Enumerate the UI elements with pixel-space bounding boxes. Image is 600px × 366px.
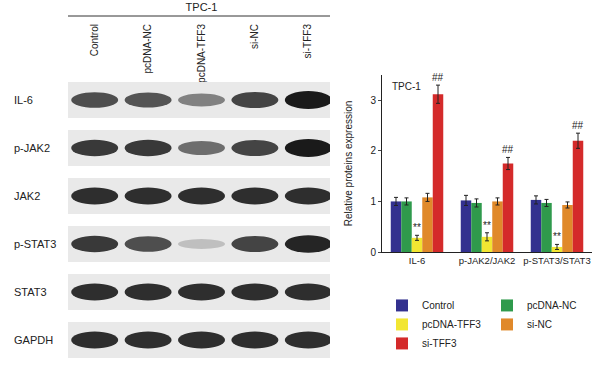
svg-text:TPC-1: TPC-1 xyxy=(186,1,218,13)
svg-text:p-JAK2: p-JAK2 xyxy=(14,142,50,154)
svg-text:**: ** xyxy=(413,222,421,233)
svg-text:pcDNA-TFF3: pcDNA-TFF3 xyxy=(422,319,481,330)
svg-text:TPC-1: TPC-1 xyxy=(392,81,421,92)
svg-text:**: ** xyxy=(483,220,491,231)
svg-text:GAPDH: GAPDH xyxy=(14,334,53,346)
svg-text:pcDNA-NC: pcDNA-NC xyxy=(142,24,153,73)
svg-text:##: ## xyxy=(572,120,584,131)
svg-text:si-TFF3: si-TFF3 xyxy=(302,24,313,59)
svg-text:0: 0 xyxy=(370,247,376,258)
svg-text:IL-6: IL-6 xyxy=(14,94,33,106)
svg-text:IL-6: IL-6 xyxy=(409,255,425,266)
svg-text:p-JAK2/JAK2: p-JAK2/JAK2 xyxy=(459,255,516,266)
svg-text:**: ** xyxy=(553,231,561,242)
svg-text:p-STAT3/STAT3: p-STAT3/STAT3 xyxy=(523,255,590,266)
svg-text:si-NC: si-NC xyxy=(527,319,552,330)
svg-text:3: 3 xyxy=(370,95,376,106)
svg-text:Control: Control xyxy=(89,24,100,56)
svg-text:JAK2: JAK2 xyxy=(14,190,40,202)
svg-text:p-STAT3: p-STAT3 xyxy=(14,238,56,250)
svg-text:si-TFF3: si-TFF3 xyxy=(422,338,457,349)
svg-text:Relative proteins expression: Relative proteins expression xyxy=(343,101,354,227)
svg-text:Control: Control xyxy=(422,300,454,311)
svg-text:2: 2 xyxy=(370,145,376,156)
svg-text:pcDNA-TFF3: pcDNA-TFF3 xyxy=(196,24,207,83)
svg-text:1: 1 xyxy=(370,196,376,207)
svg-text:##: ## xyxy=(432,72,444,83)
svg-text:si-NC: si-NC xyxy=(249,24,260,49)
svg-text:pcDNA-NC: pcDNA-NC xyxy=(527,300,576,311)
svg-text:STAT3: STAT3 xyxy=(14,286,47,298)
svg-text:##: ## xyxy=(502,144,514,155)
